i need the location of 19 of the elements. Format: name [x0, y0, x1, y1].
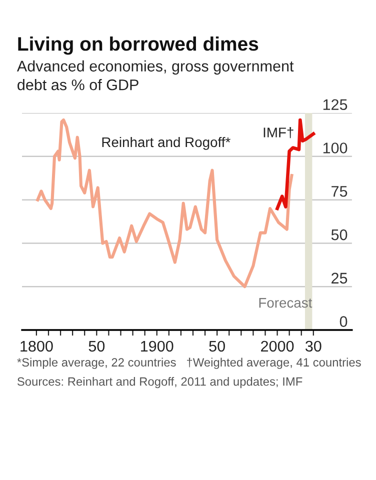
source-note: Sources: Reinhart and Rogoff, 2011 and updates; IMF: [17, 376, 302, 388]
series-label: IMF†: [264, 127, 294, 138]
chart-subtitle: Advanced economies, gross government debt as % of GDP: [16, 60, 294, 90]
series-label: Reinhart and Rogoff*: [102, 136, 230, 150]
y-tick-label: 75: [332, 186, 348, 197]
x-tick-label: 1900: [141, 340, 174, 352]
x-tick-label: 1800: [20, 340, 53, 352]
y-tick-label: 100: [323, 142, 348, 154]
y-tick-label: 125: [323, 99, 348, 110]
text: *Simple average, 22 countries †Weighted average, 41 countries: [17, 358, 361, 369]
y-tick-label: 25: [332, 272, 348, 284]
x-tick-label: 30: [305, 340, 322, 352]
band-label: Forecast: [259, 298, 312, 308]
x-tick-label: 50: [88, 340, 105, 352]
y-tick-label: 0: [340, 316, 348, 327]
x-tick-label: 50: [209, 340, 225, 352]
x-tick-label: 2000: [261, 340, 294, 352]
chart-title: Living on borrowed dimes: [18, 36, 258, 55]
y-tick-label: 50: [331, 229, 348, 240]
